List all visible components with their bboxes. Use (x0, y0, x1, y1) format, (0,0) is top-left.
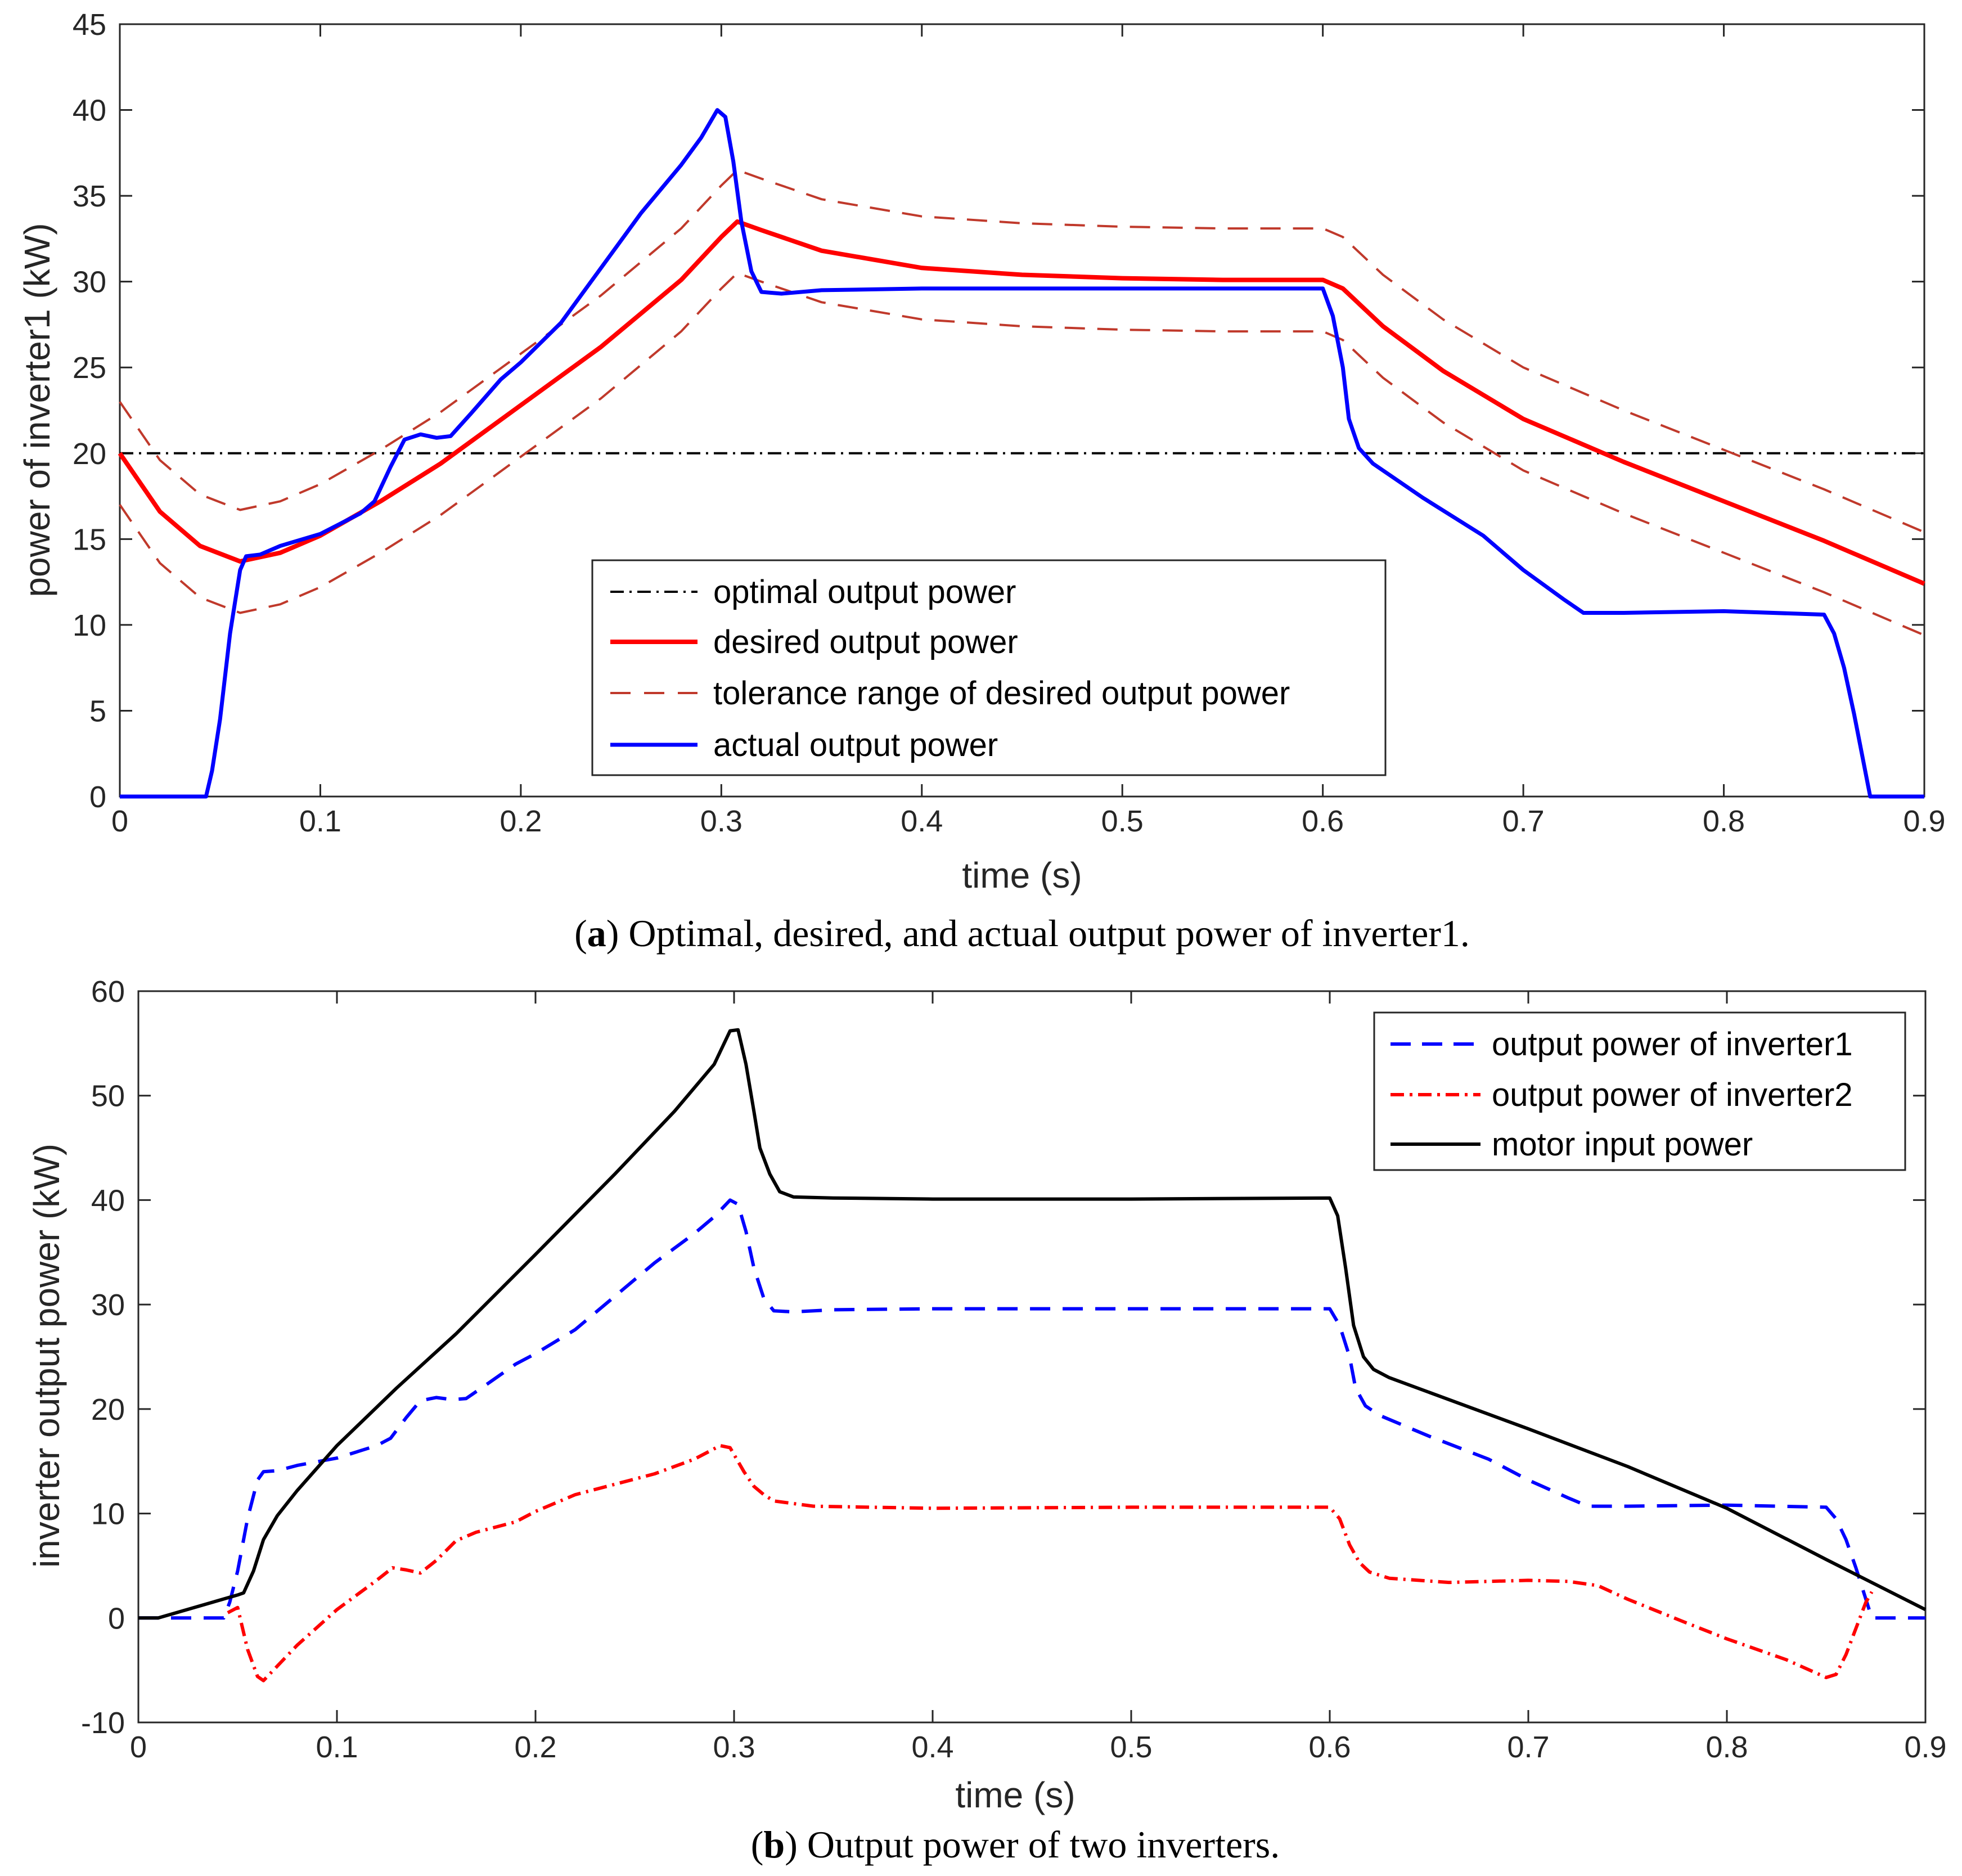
a-x-tick-label: 0.3 (700, 804, 742, 838)
panel-b-x-axis-label: time (s) (955, 1775, 1075, 1815)
a-x-tick-label: 0.2 (500, 804, 542, 838)
a-x-tick-label: 0.4 (901, 804, 943, 838)
legend-b-label-inverter2: output power of inverter2 (1492, 1077, 1853, 1113)
a-x-tick-label: 0 (111, 804, 128, 838)
a-y-tick-label: 40 (73, 94, 106, 128)
panel-a-series (118, 108, 1925, 799)
b-y-tick-label: 50 (91, 1079, 125, 1113)
panel-b-series (138, 1028, 1927, 1682)
panel-b-x-tick-labels: 0 0.1 0.2 0.3 0.4 0.5 0.6 0.7 0.8 0.9 (130, 1730, 1947, 1764)
b-x-tick-label: 0.2 (514, 1730, 556, 1764)
panel-a-legend-box (591, 559, 1387, 776)
b-y-tick-label: 0 (108, 1601, 125, 1635)
b-series-motor-input-power (138, 1028, 1927, 1620)
panel-b-caption-letter: b (763, 1823, 785, 1866)
a-y-tick-label: 35 (73, 179, 106, 213)
b-y-tick-label: 30 (91, 1288, 125, 1322)
panel-a: 0 0.1 0.2 0.3 0.4 0.5 0.6 0.7 0.8 0.9 0 5 10 15 20 25 3… (17, 8, 1946, 955)
b-x-tick-label: 0.3 (713, 1730, 755, 1764)
panel-a-x-axis-label: time (s) (962, 855, 1082, 896)
b-y-tick-label: -10 (81, 1706, 125, 1740)
panel-b-caption-open: ( (751, 1823, 764, 1866)
legend-a-label-optimal: optimal output power (713, 574, 1016, 610)
b-series-output-power-of-inverter1 (138, 1198, 1925, 1620)
b-series-output-power-of-inverter2 (227, 1443, 1874, 1682)
panel-b-y-tick-labels: -10 0 10 20 30 40 50 60 (81, 975, 125, 1740)
panel-b-y-axis-label: inverter output power (kW) (26, 1144, 67, 1568)
legend-a-label-actual: actual output power (713, 727, 998, 763)
b-x-tick-label: 0.8 (1706, 1730, 1748, 1764)
a-y-tick-label: 0 (89, 780, 106, 814)
b-y-tick-label: 60 (91, 975, 125, 1009)
b-x-tick-label: 0.9 (1904, 1730, 1946, 1764)
panel-a-x-tick-labels: 0 0.1 0.2 0.3 0.4 0.5 0.6 0.7 0.8 0.9 (111, 804, 1946, 838)
legend-a-label-tolerance: tolerance range of desired output power (713, 675, 1290, 712)
a-series-actual-output-power (120, 108, 1924, 799)
b-x-tick-label: 0.1 (316, 1730, 358, 1764)
panel-a-y-axis-label: power of inverter1 (kW) (17, 223, 57, 597)
a-y-tick-label: 5 (89, 694, 106, 728)
a-y-tick-label: 25 (73, 351, 106, 385)
b-y-tick-label: 20 (91, 1393, 125, 1427)
a-y-tick-label: 15 (73, 523, 106, 556)
b-x-tick-label: 0.7 (1507, 1730, 1549, 1764)
panel-b-caption: (b) Output power of two inverters. (751, 1823, 1280, 1866)
a-series-desired-output-power (118, 219, 1925, 586)
legend-a-label-desired: desired output power (713, 624, 1018, 660)
a-y-tick-label: 30 (73, 266, 106, 299)
panel-b-caption-text: ) Output power of two inverters. (785, 1823, 1280, 1866)
b-x-tick-label: 0.6 (1308, 1730, 1351, 1764)
panel-a-legend: optimal output power desired output powe… (591, 559, 1387, 776)
legend-b-label-motor: motor input power (1492, 1126, 1753, 1163)
panel-b: 0 0.1 0.2 0.3 0.4 0.5 0.6 0.7 0.8 0.9 -1001020304… (26, 975, 1947, 1866)
b-y-tick-label: 10 (91, 1497, 125, 1531)
panel-a-caption-open: ( (574, 912, 587, 955)
a-y-tick-label: 20 (73, 437, 106, 471)
a-x-tick-label: 0.1 (299, 804, 341, 838)
b-x-tick-label: 0 (130, 1730, 147, 1764)
a-y-tick-label: 45 (73, 8, 106, 42)
panel-b-legend: output power of inverter1 output power o… (1373, 1011, 1906, 1171)
a-y-tick-label: 10 (73, 609, 106, 642)
a-x-tick-label: 0.5 (1101, 804, 1144, 838)
a-series-tolerance-range-of-desired-output-power (119, 169, 1925, 533)
panel-a-y-tick-labels: 0 5 10 15 20 25 30 35 40 45 (73, 8, 106, 814)
panel-a-caption: (a) Optimal, desired, and actual output … (574, 912, 1470, 955)
a-x-tick-label: 0.8 (1703, 804, 1745, 838)
a-x-tick-label: 0.6 (1302, 804, 1344, 838)
a-x-tick-label: 0.9 (1903, 804, 1945, 838)
a-x-tick-label: 0.7 (1502, 804, 1545, 838)
panel-a-caption-letter: a (587, 912, 606, 955)
b-y-tick-label: 40 (91, 1184, 125, 1217)
panel-a-caption-text: ) Optimal, desired, and actual output po… (606, 912, 1470, 955)
legend-b-label-inverter1: output power of inverter1 (1492, 1026, 1853, 1063)
b-x-tick-label: 0.5 (1110, 1730, 1152, 1764)
b-x-tick-label: 0.4 (911, 1730, 953, 1764)
